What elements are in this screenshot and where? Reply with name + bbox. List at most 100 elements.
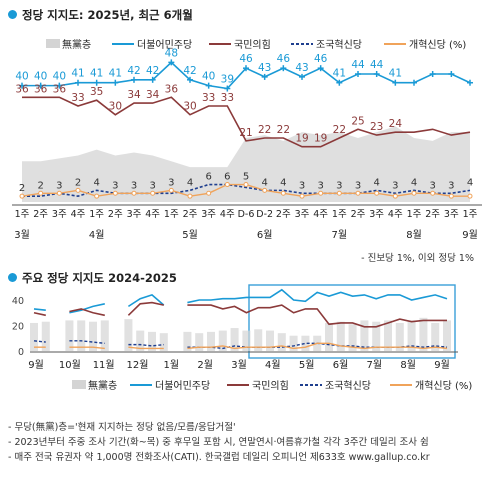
reform-point bbox=[56, 190, 62, 196]
ppp-data-label: 30 bbox=[183, 101, 196, 113]
ppp-trend-line bbox=[69, 308, 105, 317]
reform-point bbox=[299, 193, 305, 199]
undecided-bar bbox=[348, 324, 357, 351]
undecided-bar bbox=[230, 328, 239, 351]
reform-point bbox=[112, 190, 118, 196]
reform-point bbox=[243, 182, 249, 188]
month-tick-label: 11월 bbox=[93, 359, 115, 371]
month-tick-label: 6월 bbox=[333, 359, 349, 371]
small-party-data-label: 3 bbox=[112, 180, 118, 191]
minjoo-trend-line bbox=[127, 293, 165, 308]
undecided-bar bbox=[65, 320, 74, 351]
minjoo-data-label: 39 bbox=[221, 74, 234, 86]
undecided-bar bbox=[159, 333, 168, 351]
footnote-method: - 매주 전국 유권자 약 1,000명 전화조사(CATI). 한국갤럽 데일… bbox=[8, 452, 430, 463]
undecided-bar bbox=[266, 330, 274, 351]
undecided-bar bbox=[183, 331, 192, 351]
x-tick-label: 3주 bbox=[444, 209, 459, 220]
undecided-bar bbox=[77, 320, 86, 351]
ppp-data-label: 36 bbox=[34, 83, 48, 95]
reform-point bbox=[38, 190, 44, 196]
reform-point bbox=[374, 190, 380, 196]
month-label: 7월 bbox=[332, 229, 348, 241]
month-tick-label: 9월 bbox=[434, 359, 450, 371]
y-tick-label: 40 bbox=[12, 296, 24, 307]
ppp-data-label: 19 bbox=[314, 133, 327, 145]
month-tick-label: 12월 bbox=[127, 359, 149, 371]
legend-swatch-none bbox=[46, 39, 60, 48]
x-tick-label: 2주 bbox=[276, 209, 291, 220]
reform-point bbox=[94, 193, 100, 199]
ppp-data-label: 35 bbox=[90, 86, 103, 98]
month-tick-label: 1월 bbox=[164, 359, 180, 371]
legend-label-reform: 개혁신당 (%) bbox=[415, 380, 472, 392]
undecided-bar bbox=[395, 322, 404, 351]
minjoo-data-label: 41 bbox=[333, 68, 346, 80]
ppp-data-label: 34 bbox=[127, 89, 141, 101]
undecided-bar bbox=[325, 322, 333, 351]
reform-trend-line bbox=[187, 342, 448, 350]
top-title-text: 정당 지지도: 2025년, 최근 6개월 bbox=[22, 8, 193, 22]
x-tick-label: D-2 bbox=[256, 209, 273, 220]
minjoo-data-label: 46 bbox=[314, 53, 328, 65]
ppp-data-label: 22 bbox=[277, 124, 290, 136]
small-party-data-label: 2 bbox=[75, 177, 81, 188]
minjoo-trend-line bbox=[33, 308, 46, 311]
minjoo-data-label: 40 bbox=[202, 71, 215, 83]
minjoo-data-label: 40 bbox=[53, 71, 66, 83]
legend-label-reform: 개혁신당 (%) bbox=[409, 39, 466, 51]
x-tick-label: 2주 bbox=[108, 209, 123, 220]
small-party-data-label: 4 bbox=[411, 177, 417, 188]
minjoo-data-label: 41 bbox=[109, 68, 122, 80]
x-tick-label: 4주 bbox=[388, 209, 403, 220]
undecided-bar bbox=[254, 329, 263, 351]
rebuild-trend-line bbox=[128, 343, 164, 347]
ppp-data-label: 33 bbox=[202, 92, 215, 104]
minjoo-data-label: 40 bbox=[34, 71, 47, 83]
small-party-data-label: 4 bbox=[280, 177, 286, 188]
undecided-bar bbox=[289, 335, 298, 351]
minjoo-trend-line bbox=[187, 288, 448, 304]
legend-label-none: 無黨층 bbox=[62, 38, 91, 51]
x-tick-label: 2주 bbox=[425, 209, 440, 220]
top-chart-title: 정당 지지도: 2025년, 최근 6개월 bbox=[8, 7, 193, 23]
small-party-data-label: 2 bbox=[19, 183, 25, 194]
minjoo-data-label: 43 bbox=[295, 62, 308, 74]
reform-point bbox=[392, 193, 398, 199]
minjoo-trend-line bbox=[69, 303, 105, 314]
month-label: 6월 bbox=[257, 229, 273, 241]
ppp-data-label: 24 bbox=[389, 118, 403, 130]
reform-point bbox=[75, 187, 81, 193]
ppp-data-label: 25 bbox=[351, 115, 364, 127]
undecided-bar bbox=[242, 330, 251, 351]
minor-party-note: - 진보당 1%, 이외 정당 1% bbox=[361, 253, 474, 264]
undecided-bar bbox=[195, 333, 204, 351]
x-tick-label: 3주 bbox=[201, 209, 216, 220]
month-label: 3월 bbox=[14, 229, 30, 241]
reform-point bbox=[467, 193, 473, 199]
reform-point bbox=[448, 193, 454, 199]
minjoo-data-label: 44 bbox=[370, 59, 384, 71]
bottom-chart-title: 주요 정당 지지도 2024-2025 bbox=[8, 270, 177, 286]
ppp-data-label: 36 bbox=[165, 83, 179, 95]
undecided-bar bbox=[407, 320, 416, 351]
small-party-data-label: 3 bbox=[149, 180, 155, 191]
ppp-data-label: 19 bbox=[295, 133, 308, 145]
ppp-data-label: 30 bbox=[109, 101, 122, 113]
minjoo-data-label: 46 bbox=[277, 53, 291, 65]
legend-label-minjoo: 더불어민주당 bbox=[137, 39, 192, 51]
x-tick-label: D-6 bbox=[238, 209, 255, 220]
legend-label-minjoo: 더불어민주당 bbox=[155, 380, 210, 392]
highlight-frame bbox=[248, 284, 456, 359]
undecided-bar bbox=[431, 322, 440, 351]
ppp-series-line bbox=[22, 96, 471, 148]
month-tick-label: 7월 bbox=[367, 359, 383, 371]
reform-point bbox=[224, 182, 230, 188]
y-tick-label: 0 bbox=[18, 347, 24, 358]
reform-point bbox=[411, 190, 417, 196]
ppp-trend-line bbox=[187, 304, 447, 328]
x-tick-label: 2주 bbox=[183, 209, 198, 220]
ppp-data-label: 34 bbox=[146, 89, 160, 101]
reform-point bbox=[150, 190, 156, 196]
month-tick-label: 4월 bbox=[265, 359, 281, 371]
